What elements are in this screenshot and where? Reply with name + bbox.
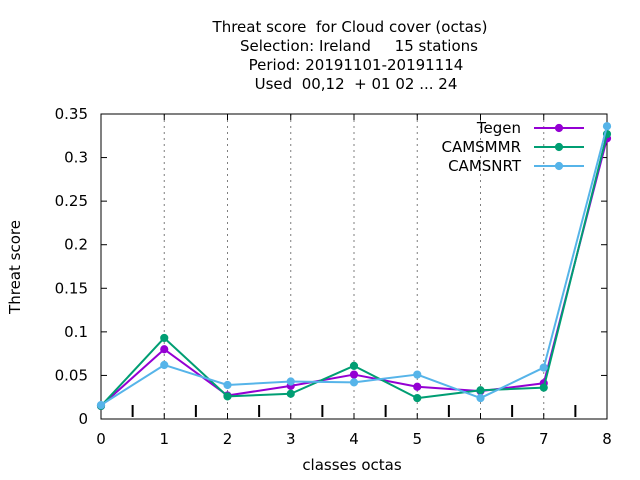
legend-marker: [554, 142, 564, 152]
y-tick-label: 0.35: [55, 105, 88, 123]
data-point: [286, 389, 295, 398]
data-point: [286, 377, 295, 386]
data-point: [476, 386, 485, 395]
y-tick-label: 0.05: [55, 366, 88, 384]
legend-marker: [554, 161, 564, 171]
legend-marker: [554, 123, 564, 133]
data-point: [413, 382, 422, 391]
x-tick-label: 8: [602, 430, 612, 448]
axis-ticks: [100, 113, 608, 420]
y-tick-label: 0.15: [55, 279, 88, 297]
y-tick-label: 0: [78, 410, 88, 428]
data-series: [96, 122, 612, 411]
data-point: [349, 361, 359, 370]
data-point: [413, 370, 422, 379]
legend-item-tegen: Tegen: [476, 119, 584, 137]
series-camsnrt: [96, 122, 612, 410]
x-axis-label: classes octas: [302, 456, 402, 474]
data-point: [160, 333, 169, 343]
legend-label: CAMSMMR: [441, 138, 521, 156]
data-point: [223, 380, 232, 390]
x-tick-label: 2: [223, 430, 233, 448]
y-tick-labels: 0 0.05 0.1 0.15 0.2 0.25 0.3 0.35: [55, 105, 88, 428]
x-tick-labels: 0 1 2 3 4 5 6 7 8: [96, 430, 612, 448]
data-point: [349, 378, 359, 387]
data-point: [160, 345, 169, 354]
data-point: [539, 383, 548, 392]
y-tick-label: 0.1: [64, 323, 88, 341]
title-line-4: Used 00,12 + 01 02 ... 24: [255, 75, 458, 93]
x-tick-label: 4: [349, 430, 359, 448]
legend-label: Tegen: [476, 119, 521, 137]
x-tick-label: 5: [412, 430, 422, 448]
title-line-2: Selection: Ireland 15 stations: [240, 37, 478, 55]
y-tick-label: 0.3: [64, 149, 88, 167]
legend-item-camsmmr: CAMSMMR: [441, 138, 584, 156]
x-tick-label: 3: [286, 430, 296, 448]
y-tick-label: 0.2: [64, 236, 88, 254]
x-tick-label: 7: [539, 430, 549, 448]
data-point: [96, 400, 106, 410]
y-axis-label: Threat score: [6, 220, 24, 315]
data-point: [602, 122, 612, 131]
legend-label: CAMSNRT: [448, 157, 522, 175]
data-point: [539, 363, 548, 372]
x-tick-label: 1: [159, 430, 169, 448]
title-line-3: Period: 20191101-20191114: [249, 56, 464, 74]
plot-frame: [100, 113, 608, 420]
x-tick-label: 0: [96, 430, 106, 448]
chart-title: Threat score for Cloud cover (octas) Sel…: [212, 18, 488, 93]
data-point: [476, 393, 485, 403]
data-point: [413, 393, 422, 403]
legend-item-camsnrt: CAMSNRT: [448, 157, 584, 175]
y-tick-label: 0.25: [55, 192, 88, 210]
data-point: [160, 360, 169, 370]
title-line-1: Threat score for Cloud cover (octas): [212, 18, 488, 36]
data-point: [223, 392, 232, 401]
data-point: [349, 370, 359, 379]
x-tick-label: 6: [476, 430, 486, 448]
